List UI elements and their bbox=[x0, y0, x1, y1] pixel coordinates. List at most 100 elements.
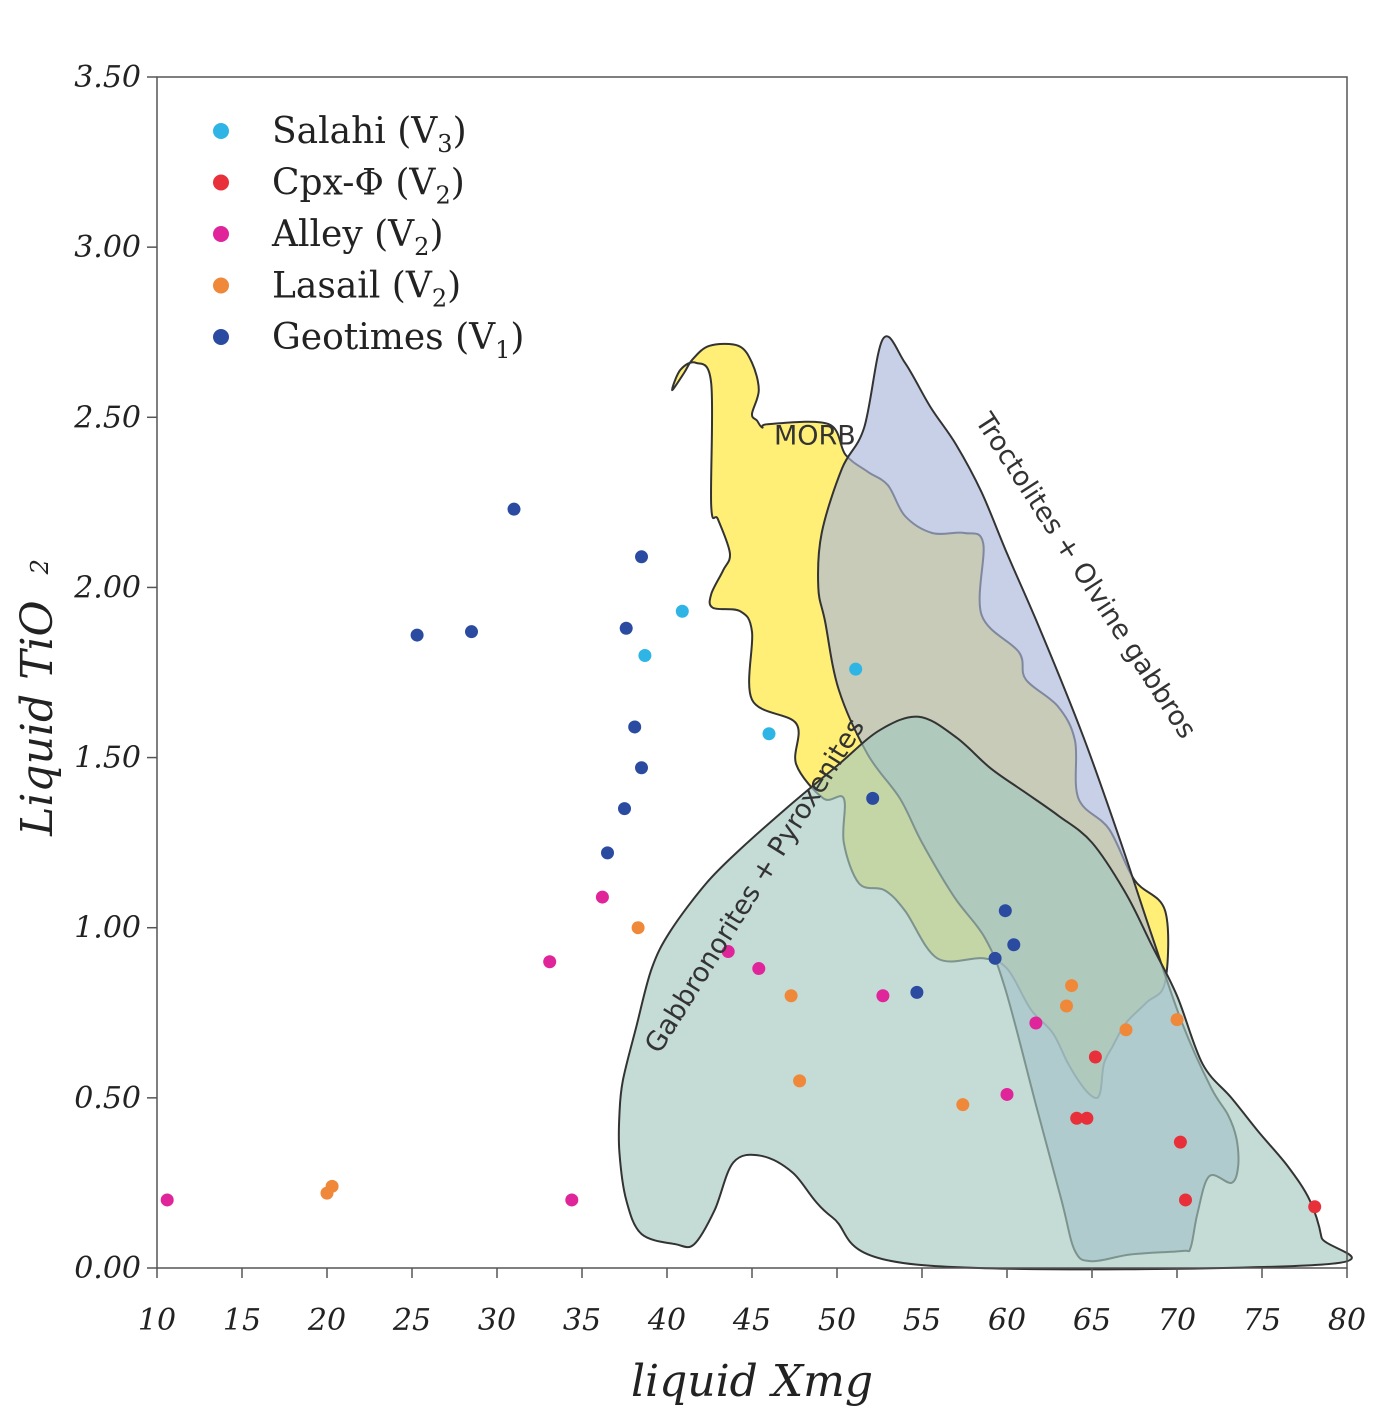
point-alley-v bbox=[752, 962, 766, 976]
legend-entry-salahi-v: Salahi (V3) bbox=[272, 111, 467, 158]
point-geotimes-v bbox=[1007, 938, 1021, 952]
legend-suffix: ) bbox=[447, 266, 461, 307]
legend: Salahi (V3)Cpx-Φ (V2)Alley (V2)Lasail (V… bbox=[213, 111, 524, 364]
legend-subscript: 1 bbox=[495, 336, 510, 364]
point-geotimes-v bbox=[465, 625, 478, 639]
y-axis-title-group: Liquid TiO 2 bbox=[12, 559, 63, 837]
x-tick-label: 35 bbox=[563, 1303, 601, 1338]
legend-subscript: 2 bbox=[414, 233, 429, 261]
legend-suffix: ) bbox=[510, 317, 524, 358]
point-alley-v bbox=[160, 1193, 174, 1207]
point-lasail-v bbox=[1170, 1013, 1184, 1027]
x-tick-label: 30 bbox=[478, 1303, 516, 1338]
point-geotimes-v bbox=[628, 720, 642, 734]
point-geotimes-v bbox=[618, 802, 631, 816]
legend-entry-alley-v: Alley (V2) bbox=[271, 214, 443, 261]
axis-ticks-layer: 10 15 20 25 30 35 40 45 50 55 60 65 70 75 80 0.00 0.50 1.… bbox=[73, 60, 1366, 1338]
point-salahi-v bbox=[849, 662, 863, 676]
legend-label: Cpx-Φ (V bbox=[272, 163, 436, 204]
legend-marker bbox=[213, 226, 229, 242]
y-axis-title: Liquid TiO bbox=[12, 600, 63, 837]
y-tick-label: 3.50 bbox=[74, 60, 141, 95]
point-salahi-v bbox=[675, 604, 689, 618]
legend-entry-cpx-v: Cpx-Φ (V2) bbox=[272, 163, 465, 210]
point-cpx-v bbox=[1173, 1135, 1187, 1149]
y-tick-label: 0.00 bbox=[74, 1251, 141, 1286]
legend-label: Salahi (V bbox=[272, 111, 438, 152]
point-lasail-v bbox=[793, 1074, 807, 1088]
point-cpx-v bbox=[1179, 1193, 1192, 1207]
legend-marker bbox=[213, 123, 229, 139]
point-cpx-v bbox=[1080, 1111, 1094, 1125]
point-geotimes-v bbox=[988, 951, 1002, 965]
legend-label: Alley (V bbox=[271, 214, 415, 255]
x-tick-label: 25 bbox=[392, 1303, 431, 1338]
y-axis-title-subscript: 2 bbox=[26, 559, 54, 575]
field-label-morb: MORB bbox=[774, 421, 856, 452]
y-tick-label: 0.50 bbox=[74, 1081, 141, 1116]
legend-suffix: ) bbox=[429, 214, 443, 255]
x-tick-label: 50 bbox=[818, 1303, 856, 1338]
y-tick-label: 2.00 bbox=[73, 570, 141, 605]
x-tick-label: 60 bbox=[988, 1303, 1026, 1338]
point-alley-v bbox=[1000, 1087, 1014, 1101]
point-alley-v bbox=[595, 890, 609, 904]
svg-text:Liquid TiO 2: Liquid TiO 2 bbox=[12, 559, 63, 837]
point-salahi-v bbox=[638, 648, 652, 662]
legend-subscript: 3 bbox=[437, 130, 452, 158]
point-geotimes-v bbox=[635, 761, 648, 775]
x-axis-title: liquid Xmg bbox=[631, 1356, 873, 1407]
x-tick-label: 65 bbox=[1073, 1303, 1111, 1338]
point-alley-v bbox=[721, 945, 735, 959]
point-geotimes-v bbox=[998, 904, 1012, 918]
legend-label: Lasail (V bbox=[272, 266, 433, 307]
legend-entry-lasail-v: Lasail (V2) bbox=[272, 266, 461, 313]
legend-label: Geotimes (V bbox=[272, 317, 496, 358]
point-salahi-v bbox=[762, 727, 776, 741]
point-lasail-v bbox=[325, 1179, 339, 1193]
point-alley-v bbox=[565, 1193, 579, 1207]
y-tick-label: 2.50 bbox=[73, 400, 141, 435]
x-tick-label: 40 bbox=[647, 1303, 686, 1338]
field-gabbronorites-pyroxenites bbox=[617, 715, 1353, 1271]
point-lasail-v bbox=[1060, 999, 1073, 1013]
legend-marker bbox=[213, 174, 229, 191]
legend-subscript: 2 bbox=[435, 182, 450, 210]
point-lasail-v bbox=[956, 1098, 970, 1112]
legend-entry-geotimes-v: Geotimes (V1) bbox=[272, 317, 524, 364]
y-tick-label: 1.50 bbox=[74, 741, 141, 776]
legend-suffix: ) bbox=[453, 111, 467, 152]
legend-subscript: 2 bbox=[432, 285, 447, 313]
x-tick-label: 45 bbox=[732, 1303, 771, 1338]
point-cpx-v bbox=[1070, 1111, 1084, 1125]
x-tick-label: 75 bbox=[1243, 1303, 1281, 1338]
x-tick-label: 55 bbox=[903, 1303, 941, 1338]
point-geotimes-v bbox=[507, 502, 521, 516]
point-alley-v bbox=[1029, 1016, 1043, 1030]
legend-marker bbox=[213, 329, 229, 345]
y-tick-label: 1.00 bbox=[74, 911, 141, 946]
point-lasail-v bbox=[631, 921, 645, 935]
legend-marker bbox=[213, 277, 229, 294]
point-alley-v bbox=[543, 955, 557, 969]
point-lasail-v bbox=[1065, 979, 1079, 993]
point-geotimes-v bbox=[635, 550, 648, 564]
x-tick-label: 20 bbox=[307, 1303, 346, 1338]
point-cpx-v bbox=[1308, 1200, 1322, 1214]
point-geotimes-v bbox=[866, 791, 880, 805]
point-lasail-v bbox=[1119, 1023, 1133, 1037]
point-geotimes-v bbox=[619, 621, 633, 635]
x-tick-label: 10 bbox=[138, 1303, 176, 1338]
data-points-layer bbox=[160, 502, 1322, 1214]
y-tick-label: 3.00 bbox=[74, 230, 141, 265]
rock-fields-layer bbox=[617, 335, 1353, 1271]
x-tick-label: 15 bbox=[223, 1303, 261, 1338]
point-geotimes-v bbox=[601, 846, 614, 860]
legend-suffix: ) bbox=[451, 163, 465, 204]
point-geotimes-v bbox=[910, 985, 924, 999]
point-geotimes-v bbox=[410, 628, 424, 642]
point-alley-v bbox=[876, 989, 890, 1003]
point-lasail-v bbox=[784, 989, 798, 1003]
x-tick-label: 70 bbox=[1158, 1303, 1196, 1338]
